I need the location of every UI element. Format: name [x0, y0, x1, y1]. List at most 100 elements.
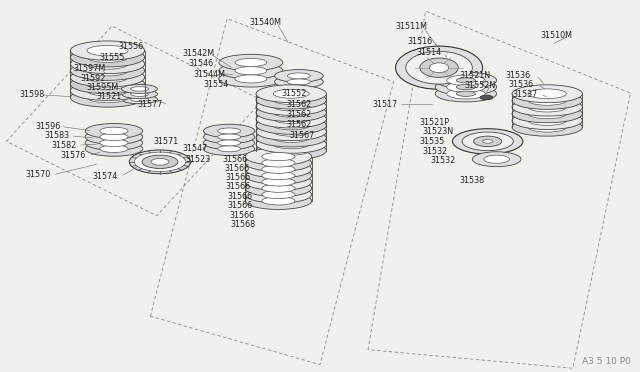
Text: 31596: 31596 — [35, 122, 60, 131]
Ellipse shape — [245, 173, 312, 190]
Ellipse shape — [262, 190, 295, 199]
Ellipse shape — [262, 153, 295, 161]
Text: 31521: 31521 — [96, 92, 121, 101]
Text: A3 5 10 P0: A3 5 10 P0 — [582, 357, 630, 366]
Text: 31566: 31566 — [224, 164, 249, 173]
Ellipse shape — [273, 134, 309, 142]
Ellipse shape — [435, 72, 497, 89]
Text: 31537: 31537 — [512, 90, 537, 99]
Ellipse shape — [204, 130, 255, 144]
Text: 31566: 31566 — [226, 182, 251, 191]
Ellipse shape — [70, 54, 145, 74]
Ellipse shape — [245, 154, 312, 171]
Ellipse shape — [512, 118, 582, 136]
Ellipse shape — [429, 63, 449, 73]
Ellipse shape — [480, 95, 493, 100]
Ellipse shape — [512, 85, 582, 103]
Ellipse shape — [273, 127, 309, 136]
Ellipse shape — [447, 82, 485, 92]
Ellipse shape — [219, 54, 283, 71]
Ellipse shape — [447, 89, 485, 99]
Ellipse shape — [447, 75, 485, 86]
Ellipse shape — [262, 178, 295, 186]
Ellipse shape — [256, 142, 326, 160]
Ellipse shape — [256, 97, 326, 115]
Text: 31566: 31566 — [227, 192, 252, 201]
Ellipse shape — [273, 115, 309, 124]
Ellipse shape — [484, 155, 509, 163]
Ellipse shape — [256, 104, 326, 122]
Text: 31598: 31598 — [19, 90, 44, 99]
Ellipse shape — [85, 135, 143, 150]
Text: 31567: 31567 — [289, 131, 314, 140]
Text: 31562: 31562 — [286, 110, 311, 119]
Ellipse shape — [87, 92, 128, 103]
Text: 31546: 31546 — [189, 60, 214, 68]
Ellipse shape — [262, 171, 295, 180]
Ellipse shape — [273, 121, 309, 130]
Text: 31514: 31514 — [416, 48, 441, 57]
Ellipse shape — [462, 132, 513, 151]
Ellipse shape — [273, 108, 309, 117]
Ellipse shape — [122, 90, 157, 99]
Text: 31511M: 31511M — [396, 22, 428, 31]
Ellipse shape — [131, 92, 148, 96]
Ellipse shape — [273, 146, 309, 155]
Ellipse shape — [218, 128, 241, 134]
Ellipse shape — [70, 48, 145, 67]
Ellipse shape — [256, 135, 326, 153]
Ellipse shape — [528, 116, 566, 125]
Ellipse shape — [85, 141, 143, 156]
Ellipse shape — [219, 62, 283, 79]
Text: 31536: 31536 — [509, 80, 534, 89]
Text: 31532: 31532 — [422, 147, 447, 155]
Ellipse shape — [273, 140, 309, 149]
Text: 31582: 31582 — [51, 141, 76, 150]
Ellipse shape — [218, 134, 241, 140]
Text: 31566: 31566 — [227, 201, 252, 210]
Ellipse shape — [87, 86, 128, 96]
Ellipse shape — [512, 92, 582, 109]
Ellipse shape — [245, 167, 312, 184]
Ellipse shape — [204, 136, 255, 150]
Text: 31516: 31516 — [408, 37, 433, 46]
Ellipse shape — [218, 146, 241, 152]
Text: 31595M: 31595M — [86, 83, 118, 92]
Ellipse shape — [262, 159, 295, 167]
Ellipse shape — [85, 129, 143, 144]
Text: 31577: 31577 — [138, 100, 163, 109]
Ellipse shape — [70, 81, 145, 100]
Text: 31544M: 31544M — [193, 70, 225, 79]
Ellipse shape — [70, 61, 145, 80]
Ellipse shape — [142, 155, 178, 169]
Ellipse shape — [235, 58, 267, 67]
Ellipse shape — [456, 84, 476, 90]
Text: 31552: 31552 — [282, 89, 307, 98]
Ellipse shape — [273, 102, 309, 111]
Ellipse shape — [396, 46, 483, 89]
Ellipse shape — [245, 161, 312, 178]
Ellipse shape — [456, 78, 476, 83]
Text: 31532: 31532 — [430, 156, 455, 165]
Text: 31554: 31554 — [204, 80, 228, 89]
Ellipse shape — [512, 105, 582, 123]
Ellipse shape — [512, 98, 582, 116]
Ellipse shape — [287, 79, 310, 85]
Ellipse shape — [256, 116, 326, 134]
Ellipse shape — [256, 91, 326, 109]
Text: 31542M: 31542M — [182, 49, 214, 58]
Text: 31576: 31576 — [61, 151, 86, 160]
Text: 31568: 31568 — [230, 220, 255, 229]
Ellipse shape — [100, 145, 128, 153]
Ellipse shape — [235, 67, 267, 75]
Ellipse shape — [262, 165, 295, 173]
Text: 31574: 31574 — [93, 172, 118, 181]
Ellipse shape — [528, 102, 566, 112]
Ellipse shape — [406, 51, 472, 84]
Ellipse shape — [87, 65, 128, 76]
Text: 31517: 31517 — [372, 100, 397, 109]
Text: 31536: 31536 — [506, 71, 531, 80]
Ellipse shape — [70, 88, 145, 107]
Ellipse shape — [512, 112, 582, 129]
Ellipse shape — [262, 184, 295, 192]
